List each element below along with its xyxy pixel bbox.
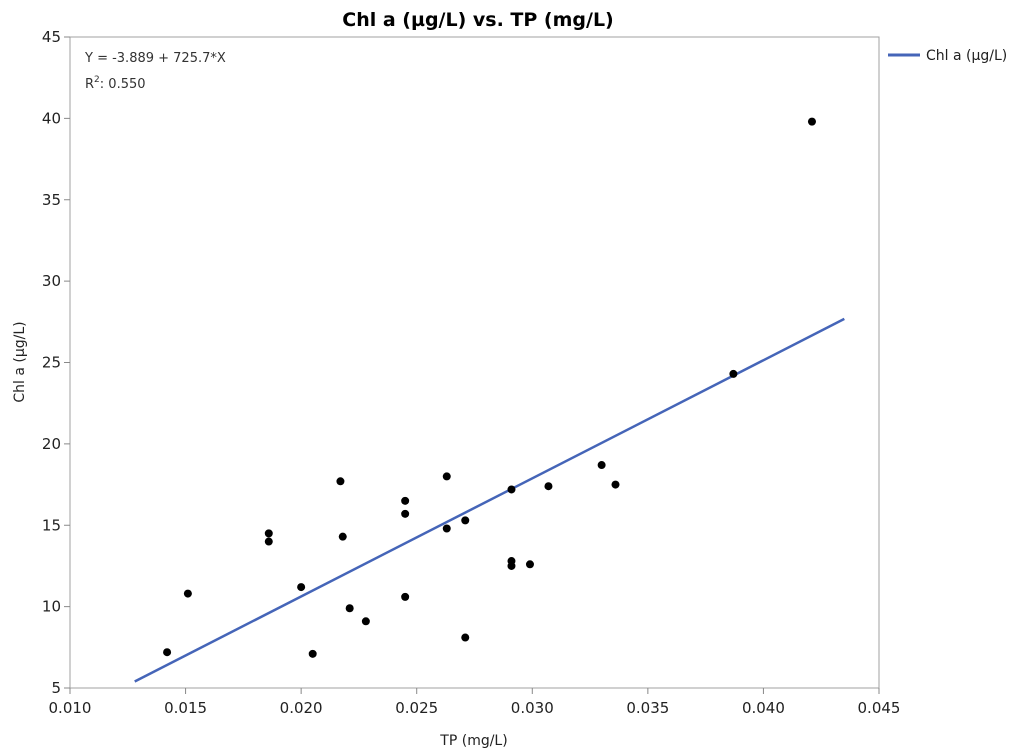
x-tick-label: 0.030 xyxy=(511,699,554,717)
x-tick-label: 0.045 xyxy=(858,699,901,717)
data-point xyxy=(729,369,738,378)
legend: Chl a (µg/L) xyxy=(888,48,1007,64)
data-point xyxy=(525,560,534,569)
y-tick-label: 5 xyxy=(51,679,61,697)
y-tick-label: 40 xyxy=(42,109,61,127)
x-tick-label: 0.020 xyxy=(280,699,323,717)
data-point xyxy=(361,617,370,626)
data-point xyxy=(297,583,306,592)
x-tick-label: 0.035 xyxy=(626,699,669,717)
y-tick-label: 15 xyxy=(42,516,61,534)
regression-line xyxy=(134,317,845,683)
legend-entry: Chl a (µg/L) xyxy=(926,48,1007,64)
r-squared-superscript: 2 xyxy=(94,75,100,85)
data-point xyxy=(401,592,410,601)
y-tick-label: 10 xyxy=(42,598,61,616)
x-tick-label: 0.040 xyxy=(742,699,785,717)
x-tick-label: 0.015 xyxy=(164,699,207,717)
data-point xyxy=(163,648,172,657)
data-point xyxy=(345,604,354,613)
y-tick-label: 20 xyxy=(42,435,61,453)
r-squared-annotation: R2: 0.550 xyxy=(85,75,146,92)
x-axis: 0.010 0.015 0.020 0.025 0.030 0.035 0.040 0.045 xyxy=(49,688,901,717)
data-point xyxy=(338,532,347,541)
y-tick-label: 35 xyxy=(42,191,61,209)
data-point xyxy=(264,529,273,538)
chart-title: Chl a (µg/L) vs. TP (mg/L) xyxy=(342,9,613,31)
data-point xyxy=(461,516,470,525)
data-points xyxy=(163,117,816,658)
data-point xyxy=(308,649,317,658)
r-squared-value: : 0.550 xyxy=(100,77,146,92)
r-squared-label: R xyxy=(85,77,94,92)
y-axis-label: Chl a (µg/L) xyxy=(12,321,28,402)
x-tick-label: 0.010 xyxy=(49,699,92,717)
x-axis-label: TP (mg/L) xyxy=(439,733,507,749)
y-tick-label: 30 xyxy=(42,272,61,290)
x-tick-label: 0.025 xyxy=(395,699,438,717)
y-tick-label: 45 xyxy=(42,28,61,46)
data-point xyxy=(807,117,816,126)
data-point xyxy=(507,485,516,494)
data-point xyxy=(401,496,410,505)
data-point xyxy=(442,472,451,481)
data-point xyxy=(401,509,410,518)
data-point xyxy=(597,461,606,470)
data-point xyxy=(183,589,192,598)
data-point xyxy=(507,561,516,570)
data-point xyxy=(442,524,451,533)
data-point xyxy=(264,537,273,546)
regression-line-layer xyxy=(134,317,845,683)
y-axis: 5 10 15 20 25 30 35 40 45 xyxy=(42,28,70,697)
data-point xyxy=(336,477,345,486)
data-point xyxy=(461,633,470,642)
data-point xyxy=(611,480,620,489)
regression-equation: Y = -3.889 + 725.7*X xyxy=(84,51,226,66)
y-tick-label: 25 xyxy=(42,354,61,372)
data-point xyxy=(544,482,553,491)
